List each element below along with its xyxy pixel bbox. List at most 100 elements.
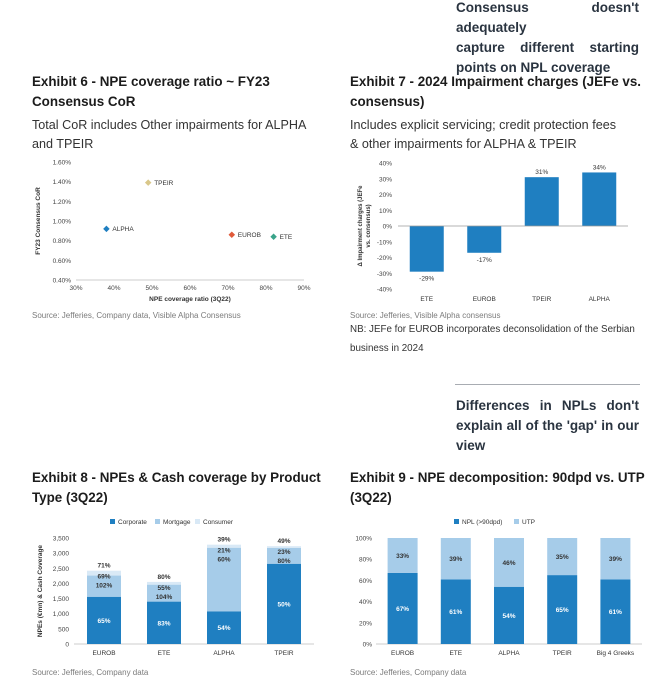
- exhibit7-note: NB: JEFe for EUROB incorporates deconsol…: [350, 320, 650, 358]
- category-label: EUROB: [391, 650, 414, 657]
- y-tick-label: 60%: [359, 578, 372, 585]
- utp-value-label: 46%: [502, 560, 515, 567]
- segment-label: 80%: [157, 574, 170, 581]
- x-tick-label: 90%: [297, 285, 310, 292]
- y-tick-label: 1.60%: [53, 160, 72, 167]
- y-tick-label: 10%: [379, 208, 392, 215]
- legend-swatch: [514, 519, 519, 524]
- impairment-bar: [467, 226, 502, 253]
- segment-label: 83%: [157, 620, 170, 627]
- legend-swatch: [110, 519, 115, 524]
- exhibit8-title-line: Exhibit 8 - NPEs & Cash coverage by Prod…: [32, 470, 321, 485]
- npe-bar-segment: [87, 570, 121, 576]
- pull-quote-line: Consensus doesn't adequately: [456, 0, 639, 35]
- segment-label: 21%: [217, 548, 230, 555]
- npe-bar-segment: [87, 596, 121, 644]
- category-label: TPEIR: [532, 296, 551, 303]
- y-tick-label: 500: [58, 626, 69, 633]
- y-tick-label: 30%: [379, 176, 392, 183]
- y-axis-label: FY23 Consensus CoR: [35, 187, 42, 255]
- exhibit7-note-line: business in 2024: [350, 343, 424, 354]
- npl-value-label: 61%: [609, 609, 622, 616]
- npe-bar-segment: [267, 546, 301, 548]
- bar-value-label: -17%: [477, 257, 492, 264]
- exhibit9-chart: NPL (>90dpd) UTP 100% 80% 60% 40% 20% 0% 67% 33% E…: [355, 519, 642, 657]
- category-label: Big 4 Greeks: [597, 650, 635, 657]
- utp-bar-segment: [494, 538, 524, 587]
- impairment-bar: [409, 226, 444, 272]
- exhibit8-source: Source: Jefferies, Company data: [32, 668, 149, 677]
- pull-quote-line: view: [456, 438, 486, 453]
- exhibit7-subtitle-line: & other impairments for ALPHA & TPEIR: [350, 137, 577, 151]
- y-tick-label: -30%: [377, 271, 392, 278]
- category-label: EUROB: [473, 296, 496, 303]
- segment-label: 50%: [277, 601, 290, 608]
- bar-value-label: 31%: [535, 169, 548, 176]
- npe-bar-segment: [207, 611, 241, 644]
- y-tick-label: 0%: [383, 224, 393, 231]
- category-label: TPEIR: [553, 650, 572, 657]
- segment-label: 39%: [217, 537, 230, 544]
- y-axis-label: Δ Impairment charges (JEFe vs. consensus): [358, 185, 372, 267]
- y-tick-label: 0.80%: [53, 238, 72, 245]
- y-tick-label: -20%: [377, 255, 392, 262]
- middle-pull-quote: Differences in NPLs don't explain all of…: [456, 396, 639, 456]
- npl-bar-segment: [600, 579, 631, 644]
- exhibit8-chart: Corporate Mortgage Consumer 3,500 3,000 2,500…: [37, 519, 314, 657]
- npl-bar-segment: [387, 572, 418, 644]
- point-label: ETE: [280, 234, 293, 241]
- segment-label: 80%: [277, 558, 290, 565]
- segment-label: 69%: [97, 574, 110, 581]
- y-tick-label: 20%: [379, 192, 392, 199]
- point-label: EUROB: [238, 232, 261, 239]
- segment-label: 60%: [217, 557, 230, 564]
- category-label: ALPHA: [498, 650, 520, 657]
- npl-value-label: 54%: [502, 613, 515, 620]
- x-tick-label: 50%: [145, 285, 158, 292]
- top-pull-quote: Consensus doesn't adequately capture dif…: [456, 0, 639, 78]
- segment-label: 102%: [96, 583, 113, 590]
- point-label: TPEIR: [154, 180, 173, 187]
- y-tick-label: 40%: [359, 599, 372, 606]
- scatter-point: [103, 225, 110, 233]
- scatter-point: [144, 179, 152, 186]
- exhibit7-source: Source: Jefferies, Visible Alpha consens…: [350, 311, 501, 320]
- npe-bar-segment: [207, 544, 241, 548]
- segment-label: 54%: [217, 625, 230, 632]
- exhibit7-note-line: NB: JEFe for EUROB incorporates deconsol…: [350, 324, 635, 335]
- segment-label: 104%: [156, 594, 173, 601]
- y-tick-label: -10%: [377, 239, 392, 246]
- x-tick-label: 30%: [69, 285, 82, 292]
- category-label: ALPHA: [589, 296, 611, 303]
- category-label: TPEIR: [274, 650, 293, 657]
- segment-label: 65%: [97, 618, 110, 625]
- npe-bar-segment: [267, 547, 301, 564]
- category-label: ETE: [449, 650, 462, 657]
- exhibit7-chart: 40% 30% 20% 10% 0% -10% -20% -30% -40% -29% ETE -17…: [358, 161, 628, 303]
- exhibit6-subtitle-line: and TPEIR: [32, 137, 94, 151]
- impairment-bar: [524, 177, 559, 226]
- y-tick-label: 40%: [379, 161, 392, 168]
- x-tick-label: 70%: [221, 285, 234, 292]
- npe-bar-segment: [147, 601, 181, 644]
- pull-quote-line: Differences in NPLs don't: [456, 398, 639, 413]
- y-tick-label: 1,500: [53, 596, 70, 603]
- y-tick-label: 20%: [359, 620, 372, 627]
- npe-bar-segment: [147, 581, 181, 585]
- exhibit6-title-line: Exhibit 6 - NPE coverage ratio ~ FY23: [32, 74, 270, 89]
- y-axis-label: NPEs (€mn) & Cash Coverage: [37, 545, 44, 637]
- utp-bar-segment: [387, 538, 418, 573]
- npl-bar-segment: [494, 586, 524, 644]
- y-tick-label: 2,000: [53, 581, 70, 588]
- npe-bar-segment: [267, 563, 301, 644]
- npl-value-label: 67%: [396, 606, 409, 613]
- exhibit9-title-line: Exhibit 9 - NPE decomposition: 90dpd vs.…: [350, 470, 645, 485]
- x-tick-label: 60%: [183, 285, 196, 292]
- y-tick-label: 0: [65, 642, 69, 649]
- y-tick-label: 3,500: [53, 536, 70, 543]
- legend-label: Mortgage: [163, 519, 191, 526]
- pull-quote-line: capture different starting: [456, 40, 639, 55]
- y-tick-label: 3,000: [53, 551, 70, 558]
- y-tick-label: 0.40%: [53, 278, 72, 285]
- exhibit6-header: Exhibit 6 - NPE coverage ratio ~ FY23 Co…: [32, 72, 332, 154]
